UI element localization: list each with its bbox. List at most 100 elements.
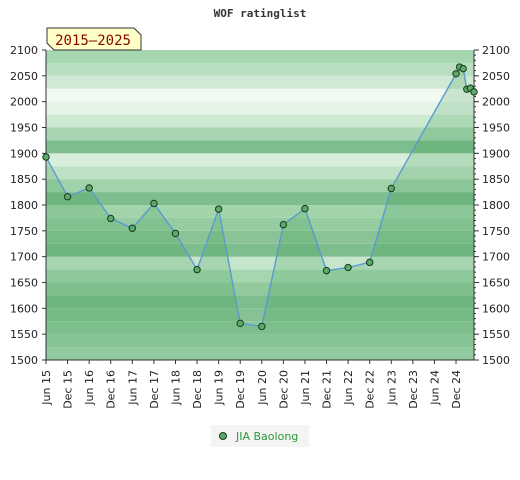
data-point	[344, 263, 352, 272]
y-tick-label: 1950	[10, 122, 38, 135]
y-tick-label: 1900	[10, 147, 38, 160]
data-point	[452, 70, 460, 78]
y-tick-label: 2100	[10, 44, 38, 57]
band	[46, 101, 474, 115]
band	[46, 50, 474, 63]
y-tick-label: 1600	[10, 302, 38, 315]
period-badge-box	[46, 27, 142, 51]
x-tick-label: Jun 22	[342, 370, 355, 406]
x-tick-label: Jun 20	[256, 370, 269, 406]
data-point	[85, 184, 93, 192]
data-point	[459, 64, 467, 73]
series-points	[42, 63, 478, 331]
band	[46, 295, 474, 309]
y-tick-label: 1550	[482, 328, 510, 341]
y-tick-label: 1850	[482, 173, 510, 186]
data-point	[214, 205, 223, 213]
band	[46, 282, 474, 296]
period-badge: 2015–2025	[46, 27, 142, 51]
x-tick-label: Dec 18	[191, 370, 204, 409]
x-tick-label: Jun 21	[299, 370, 312, 406]
data-point	[279, 220, 288, 229]
x-tick-label: Jun 24	[428, 370, 441, 406]
y-tick-label: 1700	[482, 251, 510, 264]
y-tick-label: 1650	[482, 277, 510, 290]
data-point	[301, 204, 309, 213]
y-tick-label: 2000	[10, 96, 38, 109]
band	[46, 62, 474, 76]
band	[46, 153, 474, 167]
data-point	[193, 265, 201, 274]
legend[interactable]: JIA Baolong	[211, 425, 309, 447]
x-tick-label: Jun 18	[169, 370, 182, 406]
data-point	[128, 224, 137, 232]
band	[46, 269, 474, 283]
y-tick-label: 1700	[10, 251, 38, 264]
y-axis-left: 1500 1550 1600 1650 1700 1750 1800 1850 1900 1950…	[10, 44, 46, 367]
x-tick-label: Jun 19	[213, 370, 226, 406]
y-tick-label: 1500	[482, 354, 510, 367]
y-tick-label: 2100	[482, 44, 510, 57]
data-point	[107, 214, 115, 223]
data-point	[470, 88, 478, 96]
band	[46, 308, 474, 322]
x-tick-label: Dec 19	[234, 370, 247, 409]
data-point	[322, 266, 331, 275]
y-tick-label: 1850	[10, 173, 38, 186]
y-tick-label: 1500	[10, 354, 38, 367]
data-point	[236, 319, 244, 328]
x-tick-label: Jun 17	[126, 370, 139, 406]
y-tick-label: 1800	[482, 199, 510, 212]
chart-title: WOF ratinglist	[214, 7, 307, 20]
data-point	[258, 322, 266, 331]
legend-marker	[219, 432, 227, 440]
x-tick-label: Jun 16	[83, 370, 96, 406]
y-tick-label: 1750	[482, 225, 510, 238]
band	[46, 334, 474, 348]
y-tick-label: 1750	[10, 225, 38, 238]
band	[46, 127, 474, 141]
data-point	[387, 184, 395, 193]
y-axis-right: 1500 1550 1600 1650 1700 1750 1800 1850 1900 1950…	[474, 44, 510, 367]
data-point	[171, 229, 180, 238]
y-tick-label: 1800	[10, 199, 38, 212]
legend-box	[211, 425, 309, 447]
band	[46, 217, 474, 231]
legend-label: JIA Baolong	[235, 430, 298, 443]
x-tick-label: Dec 23	[407, 370, 420, 409]
band	[46, 166, 474, 180]
y-tick-label: 2050	[482, 70, 510, 83]
band	[46, 88, 474, 102]
y-tick-label: 1950	[482, 122, 510, 135]
y-tick-label: 1900	[482, 147, 510, 160]
x-tick-label: Jun 15	[40, 370, 53, 406]
y-tick-label: 1550	[10, 328, 38, 341]
data-point	[150, 199, 158, 208]
band	[46, 75, 474, 89]
x-tick-label: Dec 22	[364, 370, 377, 409]
x-tick-label: Dec 17	[148, 370, 161, 409]
data-point	[42, 153, 50, 161]
x-tick-label: Dec 21	[321, 370, 334, 409]
band	[46, 205, 474, 218]
y-tick-label: 1600	[482, 302, 510, 315]
band	[46, 243, 474, 257]
y-tick-label: 2050	[10, 70, 38, 83]
x-tick-label: Dec 20	[277, 370, 290, 409]
band	[46, 230, 474, 244]
x-tick-label: Dec 15	[62, 370, 75, 409]
band	[46, 347, 474, 360]
band	[46, 140, 474, 154]
band	[46, 114, 474, 128]
period-badge-text: 2015–2025	[55, 33, 131, 49]
data-point	[365, 258, 374, 267]
y-tick-label: 2000	[482, 96, 510, 109]
data-point	[63, 193, 72, 201]
x-tick-label: Dec 16	[105, 370, 118, 409]
y-tick-label: 1650	[10, 277, 38, 290]
x-tick-label: Jun 23	[385, 370, 398, 406]
area-fill	[46, 67, 474, 361]
x-tick-label: Dec 24	[450, 370, 463, 409]
band	[46, 179, 474, 193]
